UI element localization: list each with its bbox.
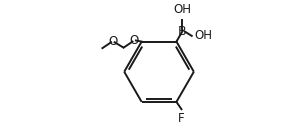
Text: O: O	[130, 34, 139, 47]
Text: B: B	[178, 25, 187, 38]
Text: F: F	[178, 112, 185, 125]
Text: O: O	[108, 35, 117, 48]
Text: OH: OH	[195, 29, 213, 42]
Text: OH: OH	[173, 3, 192, 16]
